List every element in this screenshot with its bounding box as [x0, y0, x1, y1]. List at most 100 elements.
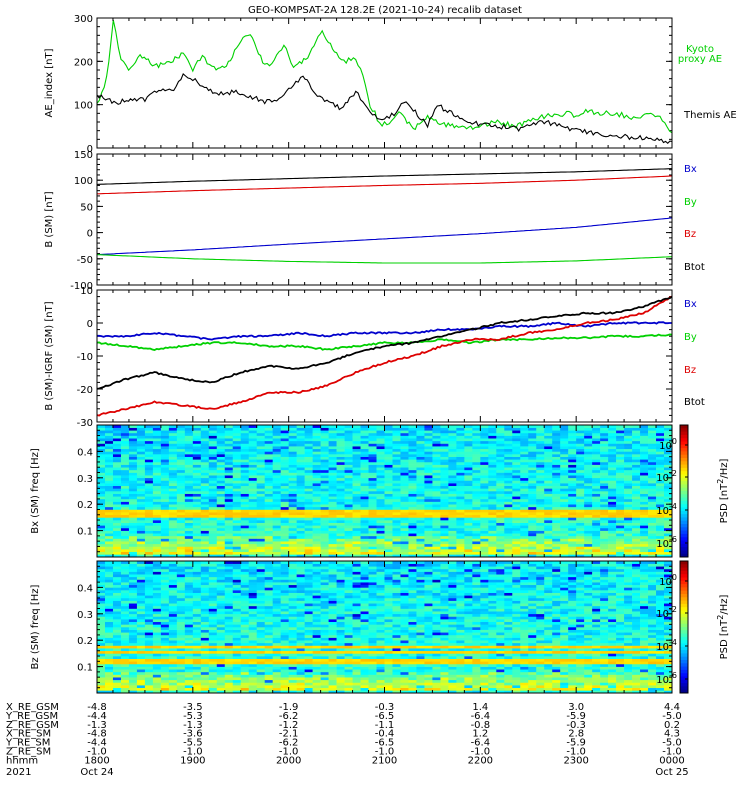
- spectrogram-cell: [312, 535, 321, 539]
- spectrogram-cell: [600, 491, 609, 494]
- spectrogram-cell: [128, 627, 138, 630]
- spectrogram-cell: [152, 512, 162, 516]
- spectrogram-cell: [464, 554, 473, 558]
- spectrogram-cell: [304, 491, 313, 494]
- spectrogram-cell: [200, 621, 210, 625]
- spectrogram-cell: [528, 501, 537, 505]
- spectrogram-cell: [136, 653, 146, 657]
- spectrogram-cell: [528, 485, 537, 489]
- spectrogram-cell: [648, 543, 657, 547]
- series-line-bz: [97, 175, 673, 195]
- legend-bz: Bz: [684, 229, 696, 240]
- spectrogram-cell: [344, 501, 353, 505]
- spectrogram-cell: [488, 525, 497, 529]
- spectrogram-cell: [568, 514, 577, 518]
- spectrogram-cell: [544, 520, 553, 523]
- spectrogram-cell: [240, 456, 250, 460]
- spectrogram-cell: [168, 674, 178, 678]
- spectrogram-cell: [416, 554, 425, 558]
- spectrogram-cell: [104, 592, 114, 596]
- spectrogram-cell: [624, 459, 633, 463]
- spectrogram-cell: [304, 435, 313, 439]
- spectrogram-cell: [184, 619, 194, 623]
- spectrogram-cell: [152, 613, 162, 617]
- spectrogram-cell: [464, 480, 473, 484]
- spectrogram-cell: [520, 469, 529, 473]
- spectrogram-cell: [232, 493, 242, 497]
- spectrogram-cell: [232, 451, 242, 455]
- spectrogram-cell: [376, 477, 385, 481]
- spectrogram-cell: [280, 435, 289, 439]
- spectrogram-cell: [480, 498, 489, 502]
- colorbar-segment: [680, 494, 688, 499]
- spectrogram-cell: [384, 530, 393, 534]
- spectrogram-cell: [400, 506, 409, 510]
- spectrogram-cell: [512, 501, 521, 505]
- spectrogram-cell: [464, 533, 473, 537]
- spectrogram-cell: [560, 549, 569, 553]
- spectrogram-cells: [97, 425, 673, 558]
- spectrogram-cell: [664, 549, 673, 553]
- spectrogram-cell: [128, 512, 138, 516]
- spectrogram-cell: [584, 475, 593, 479]
- spectrogram-cell: [160, 485, 170, 489]
- spectrogram-cell: [296, 533, 305, 537]
- spectrogram-cell: [160, 561, 170, 564]
- spectrogram-cell: [208, 525, 218, 529]
- spectrogram-cell: [152, 666, 162, 670]
- series-line-btot: [96, 295, 673, 390]
- spectrogram-cell: [312, 477, 321, 481]
- spectrogram-cell: [208, 653, 218, 657]
- spectrogram-cell: [208, 469, 218, 473]
- spectrogram-cell: [208, 687, 218, 691]
- spectrogram-cell: [448, 509, 457, 513]
- spectrogram-cell: [176, 619, 186, 623]
- spectrogram-cell: [216, 438, 226, 442]
- spectrogram-cell: [104, 650, 114, 654]
- spectrogram-cell: [168, 522, 178, 526]
- spectrogram-cell: [104, 661, 114, 665]
- spectrogram-cell: [600, 432, 609, 436]
- spectrogram-cell: [392, 469, 401, 473]
- spectrogram-cell: [464, 427, 473, 431]
- spectrogram-cell: [400, 464, 409, 468]
- spectrogram-cell: [576, 501, 585, 505]
- spectrogram-cell: [136, 648, 146, 652]
- spectrogram-cell: [360, 541, 369, 545]
- spectrogram-cell: [176, 608, 186, 612]
- spectrogram-cell: [624, 425, 633, 428]
- spectrogram-cell: [504, 432, 513, 436]
- spectrogram-cell: [296, 527, 305, 531]
- spectrogram-cell: [192, 435, 202, 439]
- spectrogram-cell: [144, 538, 154, 542]
- spectrogram-cell: [304, 549, 313, 553]
- spectrogram-cell: [352, 538, 361, 542]
- spectrogram-cell: [448, 535, 457, 539]
- spectrogram-cell: [272, 469, 281, 473]
- spectrogram-cell: [624, 493, 633, 497]
- spectrogram-cell: [656, 520, 665, 523]
- spectrogram-cell: [280, 448, 289, 452]
- spectrogram-cell: [400, 491, 409, 494]
- spectrogram-cell: [208, 674, 218, 678]
- spectrogram-cell: [528, 480, 537, 484]
- spectrogram-cell: [632, 425, 641, 428]
- spectrogram-cell: [496, 448, 505, 452]
- spectrogram-cell: [448, 477, 457, 481]
- spectrogram-cell: [504, 498, 513, 502]
- spectrogram-cell: [104, 509, 114, 513]
- spectrogram-cell: [648, 525, 657, 529]
- spectrogram-cell: [152, 475, 162, 479]
- spectrogram-cell: [192, 554, 202, 558]
- spectrogram-cell: [176, 459, 186, 463]
- spectrogram-cell: [97, 535, 106, 539]
- spectrogram-cell: [120, 611, 130, 615]
- spectrogram-cell: [256, 427, 266, 431]
- spectrogram-cell: [112, 603, 122, 607]
- spectrogram-cell: [512, 551, 521, 555]
- spectrogram-cell: [520, 446, 529, 450]
- spectrogram-cell: [552, 541, 561, 545]
- spectrogram-cell: [576, 475, 585, 479]
- spectrogram-cell: [168, 637, 178, 641]
- spectrogram-cell: [272, 509, 281, 513]
